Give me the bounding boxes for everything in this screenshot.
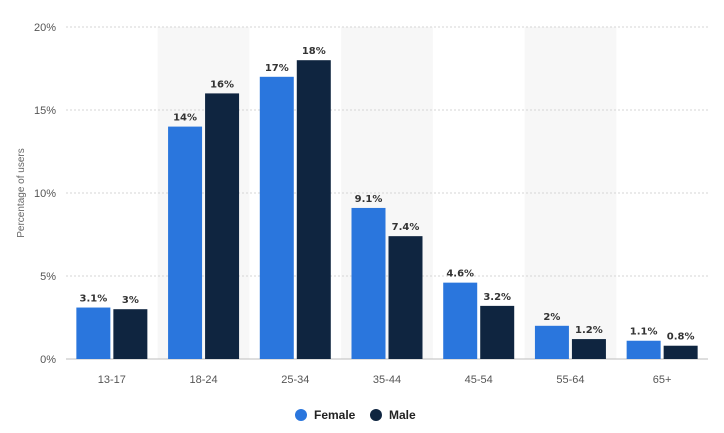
bar-male-13-17 [113, 309, 148, 359]
x-axis-ticks: 13-17 18-24 25-34 35-44 45-54 55-64 65+ [98, 374, 672, 386]
bar-female-25-34 [259, 76, 294, 360]
x-tick-label: 65+ [653, 374, 672, 386]
x-tick-label: 45-54 [465, 374, 493, 386]
bar-male-25-34 [296, 60, 331, 359]
bar-female-13-17 [76, 307, 111, 359]
bar-female-55-64 [534, 325, 569, 359]
value-label: 4.6% [446, 269, 474, 280]
legend-marker-female [295, 409, 307, 421]
legend-label-female: Female [314, 408, 356, 422]
bar-male-35-44 [388, 236, 423, 359]
bar-female-35-44 [351, 207, 386, 359]
legend: Female Male [295, 408, 416, 422]
bars [76, 60, 698, 360]
y-tick-label: 15% [34, 105, 56, 117]
value-label: 0.8% [667, 332, 695, 343]
bar-female-18-24 [168, 126, 203, 359]
y-tick-label: 10% [34, 188, 56, 200]
legend-label-male: Male [389, 408, 416, 422]
value-label: 3.2% [483, 292, 511, 303]
value-labels: 3.1% 3% 14% 16% 17% 18% 9.1% 7.4% 4.6% 3.2% 2% 1.2%… [79, 46, 694, 343]
bar-male-65+ [663, 345, 698, 359]
value-label: 18% [302, 46, 326, 57]
y-tick-label: 5% [40, 271, 56, 283]
value-label: 14% [173, 113, 197, 124]
value-label: 9.1% [355, 194, 383, 205]
x-tick-label: 13-17 [98, 374, 126, 386]
bar-female-45-54 [443, 282, 478, 359]
y-axis-label: Percentage of users [16, 148, 27, 238]
value-label: 1.2% [575, 325, 603, 336]
value-label: 7.4% [392, 222, 420, 233]
x-tick-label: 25-34 [281, 374, 309, 386]
bar-male-18-24 [205, 93, 240, 360]
y-axis-ticks: 0% 5% 10% 15% 20% [34, 22, 56, 366]
bar-female-65+ [626, 340, 661, 359]
value-label: 3% [122, 295, 139, 306]
value-label: 1.1% [630, 327, 658, 338]
y-tick-label: 0% [40, 354, 56, 366]
value-label: 16% [210, 79, 234, 90]
legend-marker-male [370, 409, 382, 421]
x-tick-label: 18-24 [190, 374, 218, 386]
value-label: 3.1% [79, 294, 107, 305]
x-tick-label: 35-44 [373, 374, 401, 386]
value-label: 17% [265, 63, 289, 74]
y-tick-label: 20% [34, 22, 56, 34]
x-tick-label: 55-64 [556, 374, 584, 386]
bar-male-45-54 [480, 305, 515, 359]
bar-male-55-64 [571, 339, 606, 359]
value-label: 2% [543, 312, 560, 323]
